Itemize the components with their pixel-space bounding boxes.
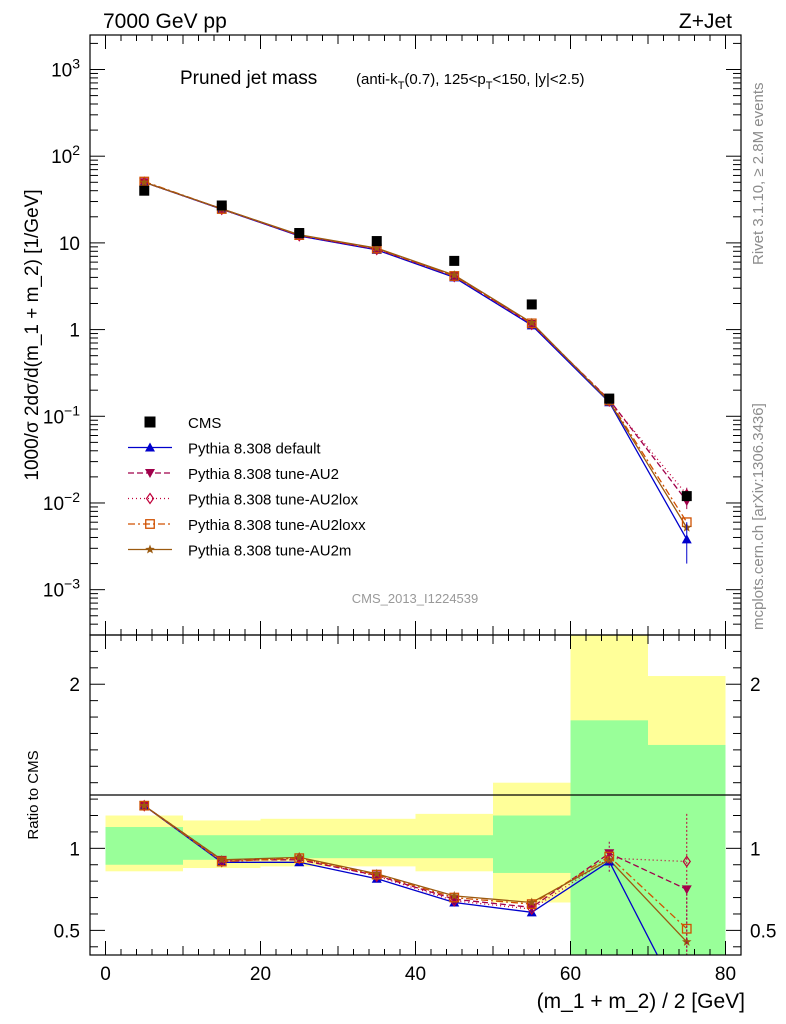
y-tick-label-main: 102 [51, 142, 80, 168]
main-line-series-0 [144, 181, 688, 540]
y-tick-label-main: 10 [59, 234, 80, 255]
axis-ticks [90, 35, 741, 955]
cms-data-point [449, 255, 460, 266]
cms-data-point [604, 393, 615, 404]
main-series-lines [144, 180, 688, 540]
cms-data-point [294, 228, 305, 239]
cms-data-point [681, 491, 692, 502]
main-marker-4 [371, 243, 382, 253]
ratio-marker-1 [294, 855, 305, 865]
legend-label-4: Pythia 8.308 tune-AU2m [188, 543, 351, 560]
energy-label: 7000 GeV pp [103, 10, 227, 33]
ratio-marker-3 [681, 923, 692, 934]
ratio-marker-4 [526, 897, 537, 907]
ratio-band-inner [415, 835, 493, 859]
ratio-marker-4 [139, 800, 150, 810]
x-tick-label: 0 [100, 964, 111, 985]
ratio-marker-4 [294, 852, 305, 862]
ratio-band-inner [493, 815, 571, 873]
legend-marker-0 [145, 442, 155, 452]
analysis-id: CMS_2013_I1224539 [352, 591, 479, 606]
legend-marker-1 [145, 469, 155, 478]
legend-marker-3 [145, 519, 155, 529]
ratio-line-series-1 [143, 805, 688, 909]
ratio-tick-label-left: 0.5 [54, 921, 80, 942]
ratio-series-lines [143, 805, 688, 955]
plot-title-main: Pruned jet mass [180, 68, 317, 89]
ratio-line-series-3 [143, 805, 688, 930]
legend-marker-4 [145, 544, 155, 554]
main-line-series-4 [144, 181, 688, 528]
y-tick-label-main: 10−3 [43, 576, 80, 602]
legend-label-cms: CMS [188, 415, 221, 432]
main-marker-4 [526, 317, 537, 327]
cms-data-point [216, 200, 227, 211]
ratio-marker-4 [216, 854, 227, 864]
x-tick-label: 60 [560, 964, 581, 985]
y-tick-label-main: 10−2 [43, 489, 80, 515]
y-axis-label-main: 1000/σ 2dσ/d(m_1 + m_2) [1/GeV] [22, 189, 43, 480]
ratio-marker-1 [449, 895, 460, 905]
cms-data-point [139, 185, 150, 196]
legend-marker-cms [144, 416, 156, 428]
ratio-band-inner [105, 827, 183, 865]
ratio-tick-label-right: 0.5 [750, 921, 776, 942]
x-tick-label: 20 [250, 964, 271, 985]
y-tick-label-main: 103 [51, 55, 80, 81]
cms-data-points [139, 185, 692, 502]
legend-marker-2 [145, 492, 155, 505]
ratio-markers [139, 799, 692, 955]
y-axis-label-ratio: Ratio to CMS [25, 750, 42, 839]
ratio-band-inner [338, 835, 416, 859]
ratio-line-series-0 [143, 805, 659, 955]
ratio-marker-2 [527, 903, 536, 916]
ratio-marker-4 [449, 890, 460, 900]
cms-data-point [526, 299, 537, 310]
ratio-band-inner [260, 835, 338, 859]
x-axis-label: (m_1 + m_2) / 2 [GeV] [537, 990, 745, 1013]
y-tick-label-main: 10−1 [43, 402, 80, 428]
process-label: Z+Jet [679, 10, 732, 33]
ratio-tick-label-right: 2 [750, 675, 761, 696]
legend-label-3: Pythia 8.308 tune-AU2loxx [188, 517, 366, 534]
legend-label-1: Pythia 8.308 tune-AU2 [188, 466, 339, 483]
ratio-marker-2 [372, 870, 381, 883]
legend-label-0: Pythia 8.308 default [188, 441, 321, 458]
ratio-line-series-4 [143, 805, 688, 943]
mcplots-source-label: mcplots.cern.ch [arXiv:1306.3436] [750, 403, 767, 630]
legend-label-2: Pythia 8.308 tune-AU2lox [188, 492, 359, 509]
y-tick-label-main: 1 [69, 321, 80, 342]
legend: CMS Pythia 8.308 default Pythia 8.308 tune… [128, 415, 366, 560]
ratio-band-inner [570, 720, 648, 955]
ratio-tick-label-left: 2 [69, 675, 80, 696]
cms-data-point [371, 236, 382, 247]
ratio-marker-2 [140, 799, 149, 812]
x-tick-label: 80 [715, 964, 736, 985]
main-marker-4 [449, 270, 460, 280]
plot-title-sub: (anti-kT(0.7), 125<pT<150, |y|<2.5) [356, 71, 585, 92]
x-tick-label: 40 [405, 964, 426, 985]
ratio-tick-label-right: 1 [750, 839, 761, 860]
rivet-version-label: Rivet 3.1.10, ≥ 2.8M events [750, 83, 767, 266]
ratio-tick-label-left: 1 [69, 839, 80, 860]
ratio-marker-4 [371, 868, 382, 878]
main-marker-4 [139, 177, 150, 187]
